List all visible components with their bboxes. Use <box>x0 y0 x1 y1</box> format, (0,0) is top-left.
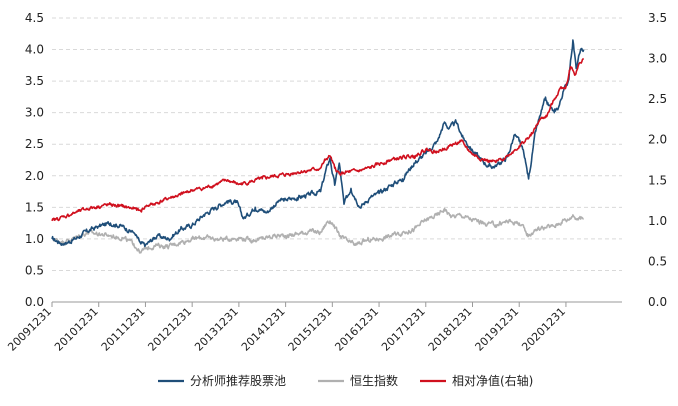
y-left-tick-label: 2.5 <box>25 137 44 151</box>
series-line <box>51 39 585 248</box>
legend-label: 分析师推荐股票池 <box>190 374 286 388</box>
y-left-tick-label: 0.5 <box>25 263 44 277</box>
legend-label: 恒生指数 <box>350 373 398 388</box>
y-left-tick-label: 3.0 <box>25 106 44 120</box>
x-tick-label: 20201231 <box>519 305 568 354</box>
y-left-tick-label: 1.0 <box>25 232 44 246</box>
x-tick-label: 20171231 <box>379 305 428 354</box>
x-tick-label: 20101231 <box>52 305 101 354</box>
y-right-tick-label: 0.5 <box>648 254 667 268</box>
x-tick-label: 20121231 <box>145 305 194 354</box>
x-tick-label: 20161231 <box>332 305 381 354</box>
y-left-tick-label: 1.5 <box>25 200 44 214</box>
legend: 分析师推荐股票池 恒生指数 相对净值(右轴) <box>158 373 533 388</box>
y-left-tick-label: 2.0 <box>25 169 44 183</box>
x-tick-label: 20091231 <box>5 305 54 354</box>
x-tick-label: 20151231 <box>286 305 335 354</box>
y-left-tick-label: 4.5 <box>25 11 44 25</box>
y-right-tick-label: 1.5 <box>648 173 667 187</box>
y-right-tick-label: 2.0 <box>648 133 667 147</box>
series-lines <box>51 39 585 254</box>
y-left-tick-label: 4.0 <box>25 43 44 57</box>
axes: 0.0 0.5 1.0 1.5 2.0 2.5 3.0 3.5 4.0 4.5 0.0 0.5 1.0 1… <box>5 11 667 354</box>
y-right-tick-label: 1.0 <box>648 214 667 228</box>
series-line <box>51 207 584 254</box>
x-tick-label: 20191231 <box>473 305 522 354</box>
y-left-tick-label: 3.5 <box>25 74 44 88</box>
x-tick-label: 20131231 <box>192 305 241 354</box>
y-right-tick-label: 0.0 <box>648 295 667 309</box>
legend-label: 相对净值(右轴) <box>452 373 533 388</box>
y-left-tick-label: 0.0 <box>25 295 44 309</box>
x-tick-label: 20111231 <box>99 305 148 354</box>
gridlines <box>52 17 622 271</box>
y-right-tick-label: 2.5 <box>648 92 667 106</box>
x-tick-label: 20141231 <box>239 305 288 354</box>
series-line <box>51 57 585 222</box>
x-tick-label: 20181231 <box>426 305 475 354</box>
y-right-tick-label: 3.0 <box>648 52 667 66</box>
y-right-tick-label: 3.5 <box>648 11 667 25</box>
